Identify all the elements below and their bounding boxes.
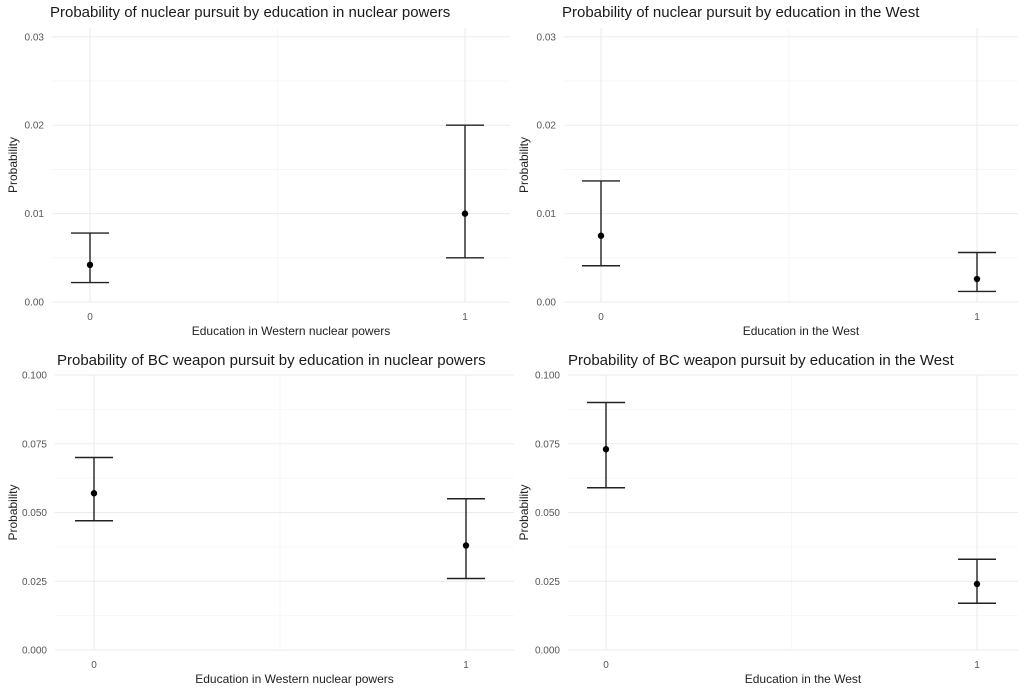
- x-tick-label: 1: [974, 660, 980, 671]
- y-tick-label: 0.00: [537, 298, 557, 309]
- y-tick-label: 0.03: [537, 32, 557, 43]
- x-axis-label: Education in the West: [743, 324, 860, 338]
- x-tick-label: 1: [463, 660, 469, 671]
- data-point: [461, 210, 469, 217]
- x-tick-label: 1: [974, 312, 980, 323]
- chart-panel-4: 0.000 0.025 0.050 0.075 0.100 0 1 Probability o…: [517, 352, 1018, 686]
- y-tick-label: 0.100: [535, 371, 560, 382]
- x-tick-label: 0: [91, 660, 97, 671]
- y-tick-label: 0.01: [25, 209, 45, 220]
- y-tick-label: 0.025: [22, 577, 47, 588]
- chart-panel-2: 0.00 0.01 0.02 0.03 0 1 Probability of nuclear…: [517, 4, 1018, 338]
- x-tick-label: 0: [603, 660, 609, 671]
- chart-title: Probability of BC weapon pursuit by educ…: [568, 352, 955, 369]
- chart-panel-3: 0.000 0.025 0.050 0.075 0.100 0 1 Probability o…: [6, 352, 514, 686]
- data-point: [602, 446, 610, 453]
- chart-title: Probability of nuclear pursuit by educat…: [50, 4, 450, 21]
- data-point: [973, 275, 981, 283]
- data-point: [462, 542, 470, 549]
- y-axis-label: Probability: [6, 484, 20, 540]
- chart-title: Probability of nuclear pursuit by educat…: [562, 4, 920, 21]
- y-tick-label: 0.000: [535, 646, 560, 657]
- y-axis-label: Probability: [517, 137, 531, 193]
- y-tick-label: 0.050: [535, 508, 560, 519]
- x-tick-label: 0: [598, 312, 604, 323]
- data-point: [973, 580, 981, 588]
- data-point: [90, 490, 98, 497]
- y-tick-label: 0.075: [22, 439, 47, 450]
- y-tick-label: 0.02: [537, 121, 557, 132]
- data-point: [86, 261, 94, 269]
- y-tick-label: 0.100: [22, 371, 47, 382]
- chart-title: Probability of BC weapon pursuit by educ…: [57, 352, 486, 369]
- x-tick-label: 1: [462, 312, 468, 323]
- y-tick-label: 0.01: [537, 209, 557, 220]
- chart-panel-1: 0.00 0.01 0.02 0.03 0 1 Probability of nuclear…: [6, 4, 510, 338]
- x-axis-label: Education in the West: [745, 672, 862, 686]
- y-tick-label: 0.00: [25, 298, 45, 309]
- x-axis-label: Education in Western nuclear powers: [195, 672, 394, 686]
- y-tick-label: 0.02: [25, 121, 45, 132]
- x-tick-label: 0: [87, 312, 93, 323]
- y-axis-label: Probability: [6, 137, 20, 193]
- y-tick-label: 0.025: [535, 577, 560, 588]
- x-axis-label: Education in Western nuclear powers: [192, 324, 391, 338]
- y-axis-label: Probability: [517, 484, 531, 540]
- y-tick-label: 0.075: [535, 439, 560, 450]
- data-point: [597, 232, 605, 239]
- y-tick-label: 0.050: [22, 508, 47, 519]
- y-tick-label: 0.000: [22, 646, 47, 657]
- y-tick-label: 0.03: [25, 32, 45, 43]
